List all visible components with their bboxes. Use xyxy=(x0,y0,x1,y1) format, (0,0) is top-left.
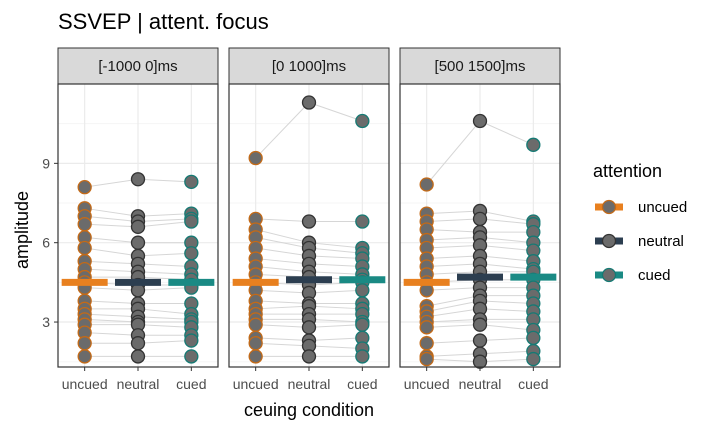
facet-panel: [0 1000]ms uncued neutral cued xyxy=(228,47,390,392)
legend-key-point xyxy=(601,267,617,283)
data-point-uncued xyxy=(419,177,434,192)
legend-item-uncued: uncued xyxy=(595,199,687,216)
data-point-cued xyxy=(526,137,541,152)
x-tick-label: cued xyxy=(347,376,377,392)
data-point-cued xyxy=(355,214,370,229)
data-point-uncued xyxy=(419,336,434,351)
legend: attention uncued neutral cued xyxy=(593,161,687,284)
facet-strip xyxy=(57,47,219,85)
facet-panel: [500 1500]ms uncued neutral cued xyxy=(399,47,561,392)
data-point-cued xyxy=(184,214,199,229)
data-point-neutral xyxy=(301,214,317,229)
x-tick-label: cued xyxy=(176,376,206,392)
legend-label: uncued xyxy=(638,199,687,216)
facet-strip xyxy=(228,47,390,85)
x-tick-label: uncued xyxy=(62,376,108,392)
legend-label: cued xyxy=(638,267,671,284)
x-tick-label: uncued xyxy=(233,376,279,392)
data-point-neutral xyxy=(301,95,317,110)
facet-strip-label: [0 1000]ms xyxy=(272,58,346,75)
data-point-uncued xyxy=(248,150,263,166)
data-point-neutral xyxy=(472,354,488,369)
facet-strip xyxy=(399,47,561,85)
data-point-uncued xyxy=(248,336,263,351)
data-point-neutral xyxy=(472,211,488,227)
data-point-neutral xyxy=(130,219,146,234)
facet-panels: [-1000 0]ms uncued neutral cued [0 1000]ms un… xyxy=(42,47,561,392)
legend-label: neutral xyxy=(638,233,684,250)
x-tick-label: uncued xyxy=(404,376,450,392)
data-point-cued xyxy=(184,349,199,364)
data-point-cued xyxy=(355,113,370,129)
data-point-cued xyxy=(526,351,541,367)
data-point-neutral xyxy=(472,333,488,348)
data-point-cued xyxy=(184,246,199,261)
x-tick-label: neutral xyxy=(459,376,502,392)
data-point-cued xyxy=(355,349,370,364)
data-point-neutral xyxy=(301,320,317,335)
x-tick-label: cued xyxy=(518,376,548,392)
data-point-cued xyxy=(355,283,370,298)
chart-title: SSVEP | attent. focus xyxy=(58,9,269,34)
data-point-uncued xyxy=(77,217,92,232)
data-point-neutral xyxy=(472,113,488,129)
x-axis-title: ceuing condition xyxy=(244,400,374,420)
data-point-neutral xyxy=(130,235,146,250)
data-point-cued xyxy=(184,174,199,190)
facet-strip-label: [500 1500]ms xyxy=(435,58,526,75)
facet-panel: [-1000 0]ms uncued neutral cued xyxy=(57,47,219,392)
data-point-neutral xyxy=(472,317,488,332)
legend-key-point xyxy=(601,233,617,249)
y-axis: 3 6 9 xyxy=(42,155,58,330)
data-point-cued xyxy=(184,333,199,348)
data-point-neutral xyxy=(130,349,146,364)
y-tick-label: 3 xyxy=(42,314,50,330)
y-axis-title: amplitude xyxy=(12,191,32,269)
data-point-uncued xyxy=(77,179,92,195)
data-point-uncued xyxy=(248,349,263,364)
legend-item-cued: cued xyxy=(595,267,671,284)
y-tick-label: 9 xyxy=(42,155,50,171)
y-tick-label: 6 xyxy=(42,235,50,251)
data-point-uncued xyxy=(419,320,434,335)
legend-key-point xyxy=(601,199,617,215)
legend-title: attention xyxy=(593,161,662,181)
data-point-uncued xyxy=(77,349,92,364)
x-tick-label: neutral xyxy=(117,376,160,392)
x-tick-label: neutral xyxy=(288,376,331,392)
data-point-uncued xyxy=(77,240,92,256)
data-point-cued xyxy=(355,317,370,332)
data-point-neutral xyxy=(130,172,146,187)
data-point-uncued xyxy=(419,351,434,367)
data-point-cued xyxy=(526,330,541,346)
data-point-uncued xyxy=(248,317,263,332)
data-point-neutral xyxy=(301,349,317,364)
legend-item-neutral: neutral xyxy=(595,233,684,250)
data-point-neutral xyxy=(130,336,146,351)
data-point-uncued xyxy=(77,336,92,351)
facet-strip-label: [-1000 0]ms xyxy=(98,58,177,75)
